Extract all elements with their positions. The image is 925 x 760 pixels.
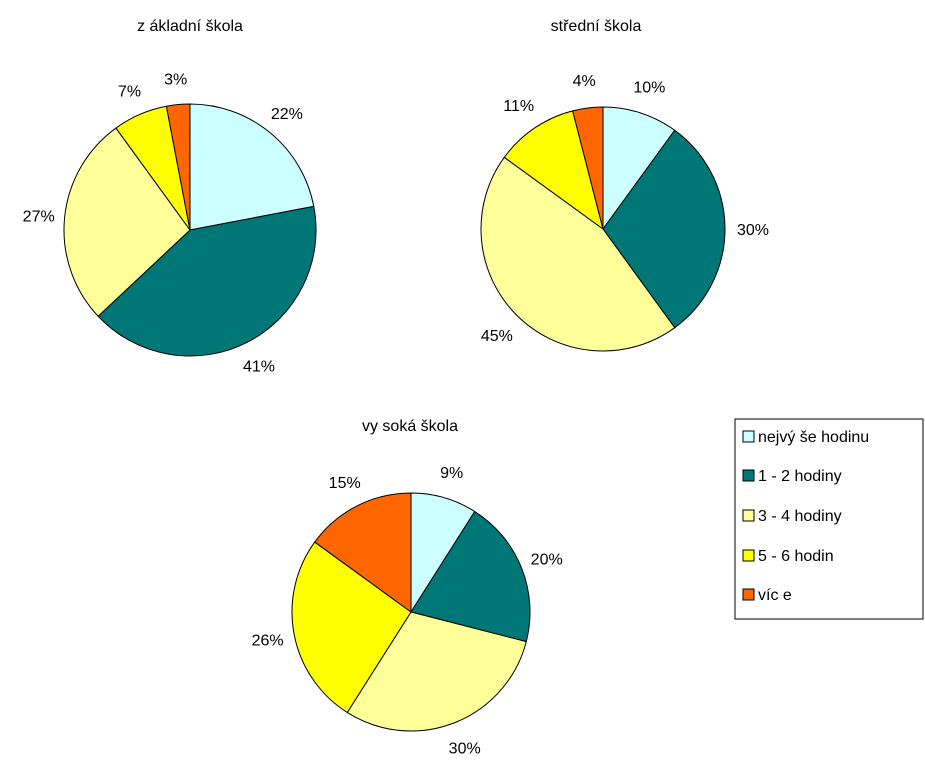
data-label-3-4-hodiny: 45% — [481, 328, 513, 345]
legend-label: nejvý še hodinu — [758, 429, 869, 446]
legend-item-vice: víc e — [742, 587, 792, 604]
pie-chart-zakladni-skola: z ákladní škola 22% 41% 27% 7% 3% — [23, 18, 317, 375]
pie-slice-3-4-hodiny — [346, 611, 527, 732]
pie-chart-vysoka-skola: vy soká škola 9% 20% 30% 26% 15% — [252, 418, 563, 758]
data-label-nejvyse-hodinu: 10% — [633, 79, 665, 96]
data-label-1-2-hodiny: 20% — [531, 551, 563, 568]
data-label-5-6-hodin: 11% — [503, 98, 534, 115]
data-label-nejvyse-hodinu: 22% — [271, 106, 303, 123]
data-label-1-2-hodiny: 41% — [243, 358, 275, 375]
pie-slice-5-6-hodin — [291, 541, 412, 713]
pie-slice-3-4-hodiny — [63, 127, 191, 317]
legend-label: 3 - 4 hodiny — [758, 508, 842, 525]
legend-swatch — [742, 430, 755, 443]
pie-slice-vice — [165, 103, 191, 231]
legend-swatch — [742, 588, 755, 601]
pie-slice-3-4-hodiny — [480, 156, 676, 352]
pie-slice-nejvyse-hodinu — [602, 106, 676, 230]
data-label-vice: 4% — [573, 73, 596, 90]
data-label-nejvyse-hodinu: 9% — [440, 465, 463, 482]
legend-item-1-2-hodiny: 1 - 2 hodiny — [742, 468, 842, 485]
pie-slice-vice — [572, 106, 604, 230]
legend-swatch — [742, 469, 755, 482]
legend-label: 1 - 2 hodiny — [758, 468, 842, 485]
pie-slice-1-2-hodiny — [410, 511, 531, 643]
legend-label: víc e — [758, 587, 792, 604]
pie-slice-vice — [314, 492, 412, 613]
data-label-1-2-hodiny: 30% — [737, 222, 769, 239]
pie-slice-1-2-hodiny — [97, 205, 317, 357]
pie-chart-stredni-skola: střední škola 10% 30% 45% 11% 4% — [480, 18, 769, 352]
pie-slice-1-2-hodiny — [602, 129, 726, 329]
legend: nejvý še hodinu 1 - 2 hodiny 3 - 4 hodin… — [734, 418, 924, 620]
data-label-3-4-hodiny: 27% — [23, 209, 55, 226]
chart-title-stredni-skola: střední škola — [551, 18, 642, 35]
pie-slice-5-6-hodin — [503, 110, 604, 230]
legend-swatch — [742, 549, 755, 562]
data-label-vice: 15% — [329, 475, 361, 492]
legend-swatch — [742, 509, 755, 522]
chart-title-zakladni-skola: z ákladní škola — [137, 18, 243, 35]
legend-item-5-6-hodin: 5 - 6 hodin — [742, 548, 834, 565]
chart-title-vysoka-skola: vy soká škola — [362, 418, 458, 435]
legend-item-nejvyse-hodinu: nejvý še hodinu — [742, 429, 869, 446]
pie-slice-nejvyse-hodinu — [189, 103, 315, 231]
legend-item-3-4-hodiny: 3 - 4 hodiny — [742, 508, 842, 525]
legend-box — [734, 418, 924, 620]
data-label-5-6-hodin: 7% — [118, 84, 141, 101]
data-label-vice: 3% — [164, 72, 187, 89]
data-label-5-6-hodin: 26% — [252, 632, 284, 649]
legend-label: 5 - 6 hodin — [758, 548, 834, 565]
data-label-3-4-hodiny: 30% — [449, 741, 481, 758]
